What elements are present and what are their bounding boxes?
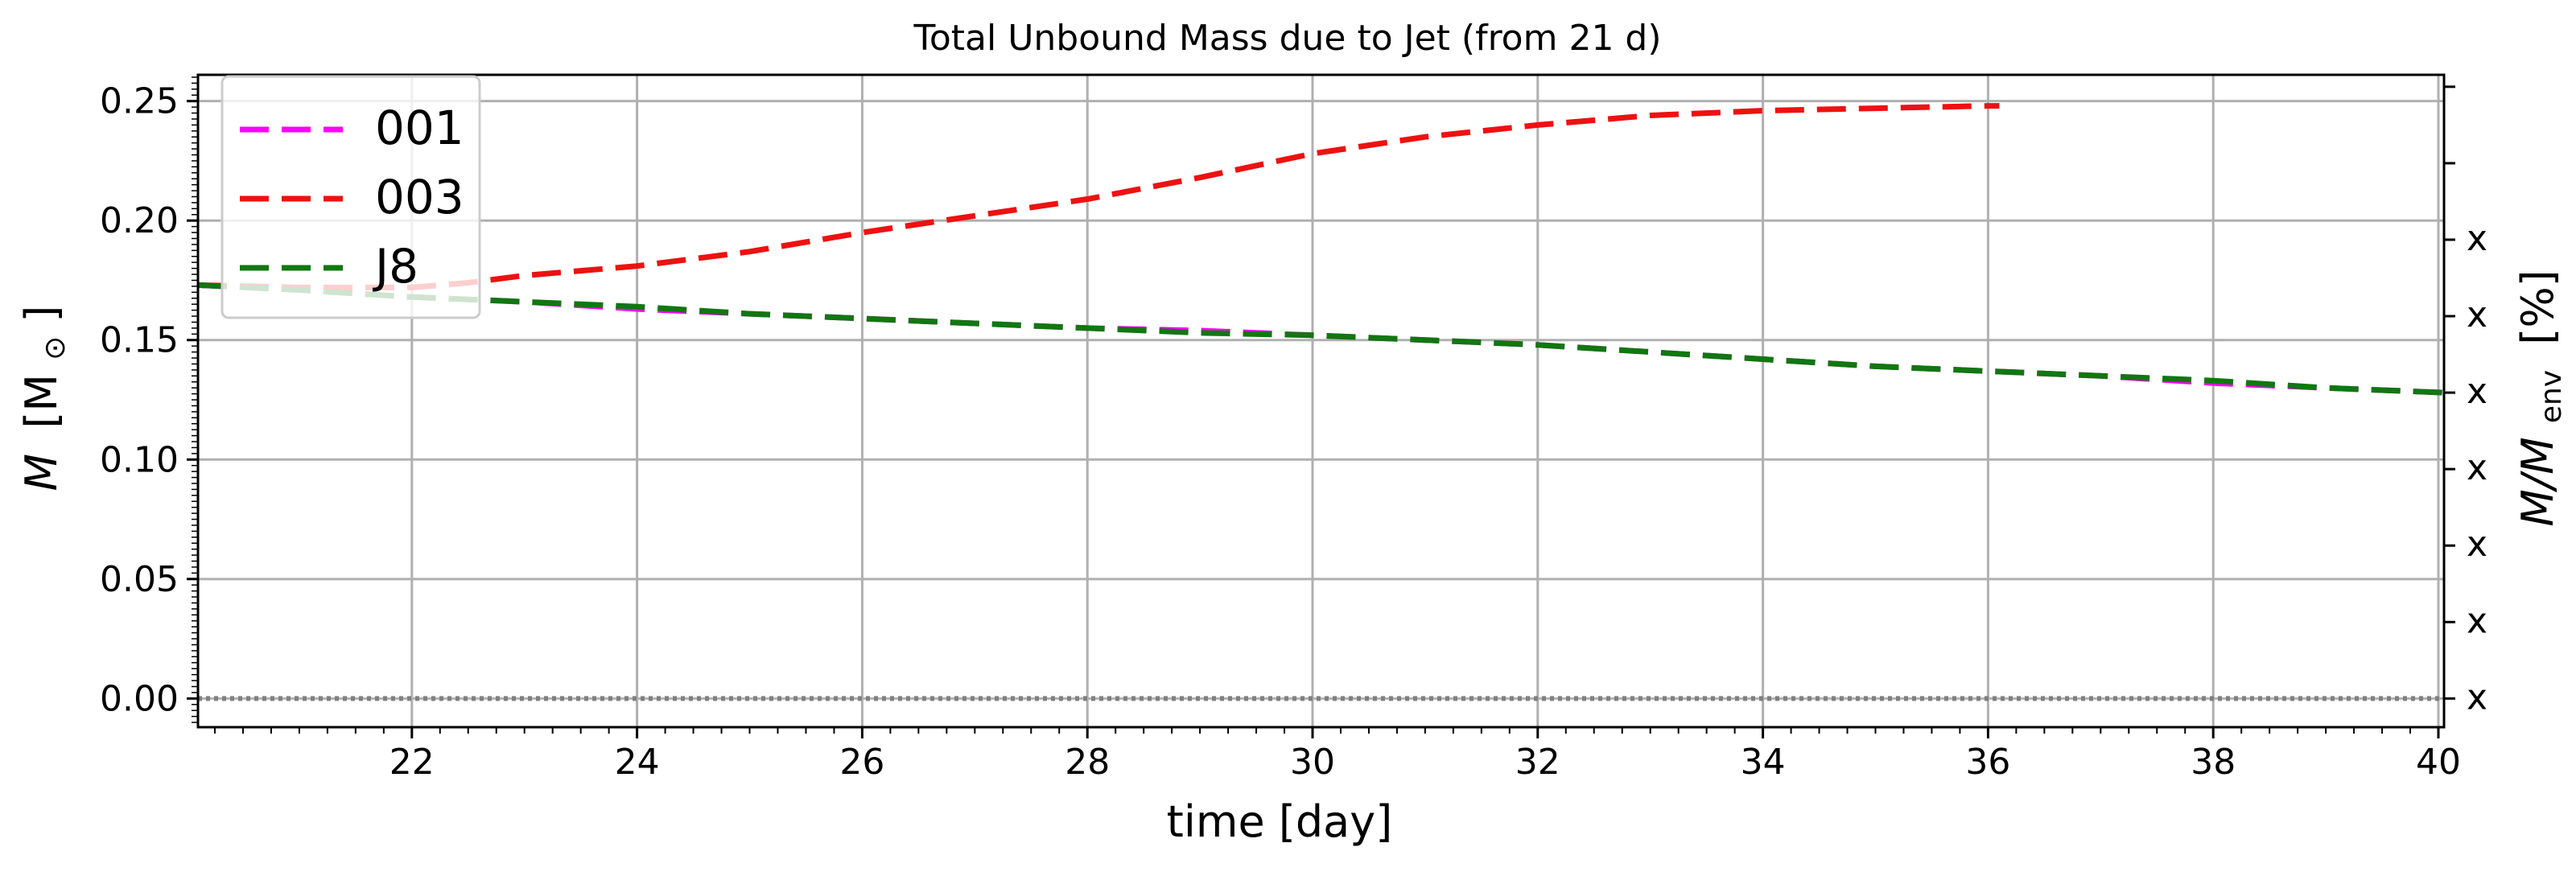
y2-axis-label: M/M env [%] [2512,269,2571,526]
legend-label-001: 001 [375,101,464,155]
x-tick-label: 24 [615,742,660,783]
y-axis-label-sun: ⊙ [39,336,72,360]
legend-label-003: 003 [375,170,464,224]
y2-axis-label-unit: [%] [2512,269,2563,344]
legend-label-J8: J8 [373,239,418,294]
y-axis-label-unit-close: ] [16,305,67,322]
x-tick-label: 32 [1515,742,1560,783]
x-tick-label: 36 [1965,742,2010,783]
x-tick-label: 30 [1290,742,1335,783]
x-tick-label: 28 [1065,742,1110,783]
y-axis-label-unit-open: [M [16,374,67,429]
legend-box [221,75,481,319]
y-axis-label: M [M ⊙ ] [16,305,75,491]
y2-tick-label: x [2467,524,2487,565]
y-tick-label: 0.25 [100,81,179,122]
x-axis-label: time [day] [1167,796,1393,847]
y2-tick-label: x [2467,447,2487,488]
x-tick-label: 26 [839,742,884,783]
y2-axis-label-symbol: M/M [2512,437,2563,526]
y2-axis-label-sub: env [2535,370,2568,423]
chart-title: Total Unbound Mass due to Jet (from 21 d… [913,18,1661,59]
y2-tick-label: x [2467,294,2487,335]
x-tick-label: 22 [389,742,435,783]
y2-tick-label: x [2467,371,2487,412]
series-line-J8 [197,282,2445,396]
y-tick-label: 0.05 [100,559,179,600]
y-tick-label: 0.15 [100,320,179,361]
y-tick-label: 0.10 [100,439,179,480]
plot-area: 22 24 26 28 30 32 34 36 38 40 0.00 0.05 0.10 0.15 0.20… [100,73,2487,783]
y2-tick-label: x [2467,218,2487,259]
y-tick-label: 0.20 [100,200,179,241]
x-tick-label: 40 [2416,742,2461,783]
y-tick-label: 0.00 [100,678,179,719]
y-axis-label-symbol: M [16,454,67,491]
y2-tick-label: x [2467,600,2487,641]
x-tick-label: 38 [2191,742,2236,783]
y2-tick-label: x [2467,677,2487,718]
plot-frame [196,73,2446,729]
x-tick-label: 34 [1741,742,1786,783]
